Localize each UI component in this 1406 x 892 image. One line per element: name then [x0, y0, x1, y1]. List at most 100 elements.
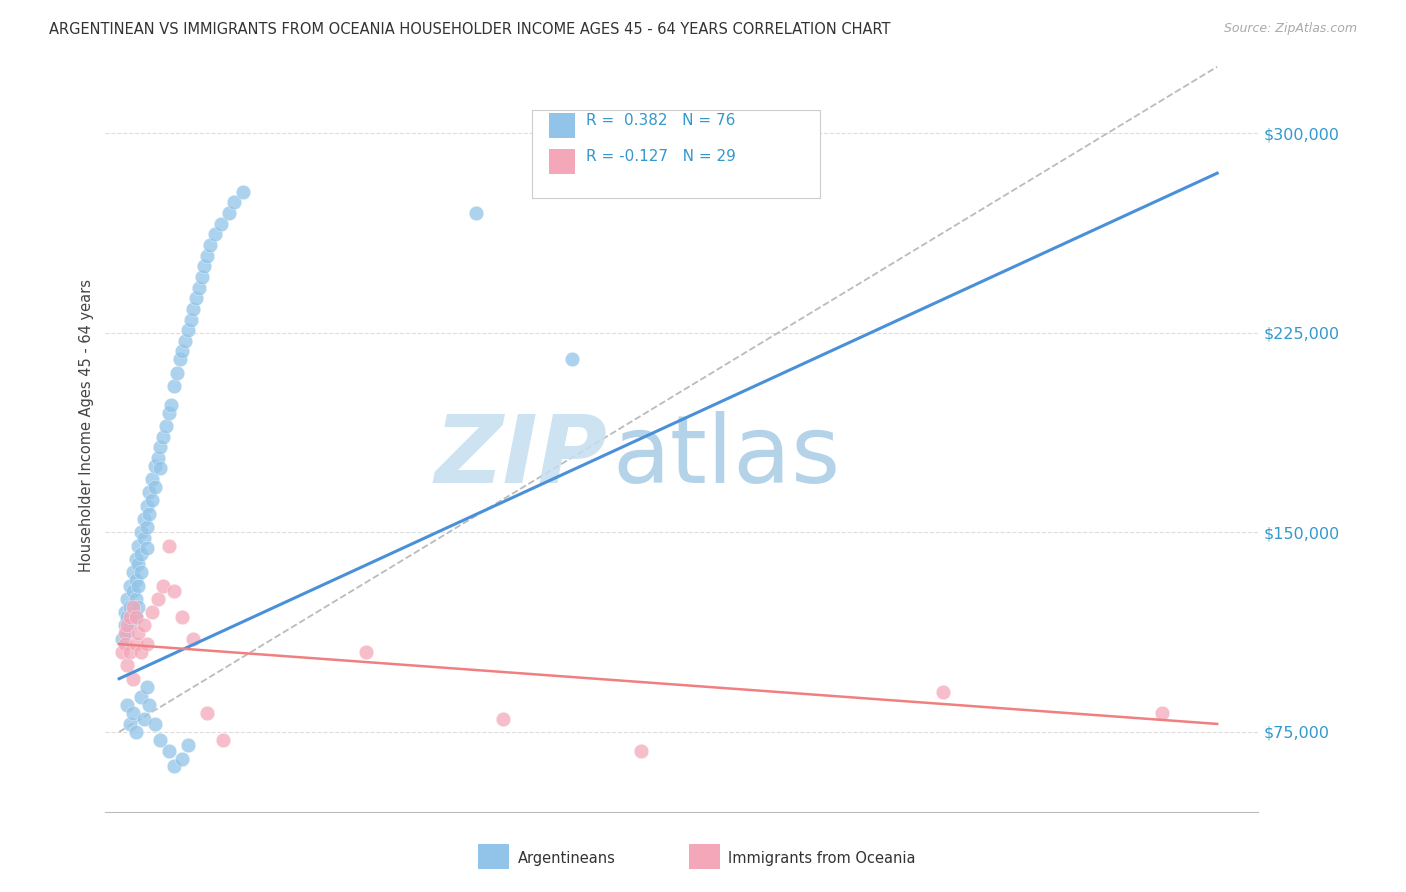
- Point: [163, 583, 186, 598]
- Point: [138, 698, 160, 713]
- Point: [124, 637, 146, 651]
- Point: [138, 507, 160, 521]
- Point: [117, 618, 139, 632]
- Point: [157, 539, 180, 553]
- Point: [232, 185, 254, 199]
- Point: [122, 706, 145, 721]
- Point: [117, 698, 139, 713]
- Text: Immigrants from Oceania: Immigrants from Oceania: [728, 851, 915, 865]
- Point: [190, 269, 212, 284]
- Point: [129, 525, 152, 540]
- Point: [143, 480, 166, 494]
- Point: [135, 499, 157, 513]
- Point: [157, 406, 180, 420]
- Point: [169, 352, 191, 367]
- Point: [193, 260, 215, 274]
- Y-axis label: Householder Income Ages 45 - 64 years: Householder Income Ages 45 - 64 years: [79, 279, 94, 573]
- Point: [163, 379, 186, 393]
- Text: R = -0.127   N = 29: R = -0.127 N = 29: [586, 149, 737, 164]
- Point: [141, 605, 163, 619]
- Point: [135, 680, 157, 694]
- Point: [117, 626, 139, 640]
- Point: [561, 352, 583, 367]
- Point: [184, 291, 207, 305]
- Point: [180, 312, 202, 326]
- Point: [149, 440, 172, 454]
- Point: [117, 658, 139, 673]
- Point: [114, 618, 136, 632]
- Point: [224, 195, 246, 210]
- Point: [181, 301, 204, 316]
- Point: [160, 398, 183, 412]
- Point: [212, 732, 235, 747]
- Point: [111, 632, 134, 646]
- Point: [132, 531, 155, 545]
- Point: [204, 227, 226, 242]
- Point: [124, 725, 146, 739]
- Point: [135, 520, 157, 534]
- Point: [152, 578, 174, 592]
- Point: [122, 566, 145, 580]
- Point: [129, 566, 152, 580]
- Point: [120, 717, 142, 731]
- Point: [163, 759, 186, 773]
- Point: [124, 610, 146, 624]
- Point: [177, 738, 200, 752]
- Point: [120, 578, 142, 592]
- Point: [117, 591, 139, 606]
- Point: [117, 610, 139, 624]
- Text: R =  0.382   N = 76: R = 0.382 N = 76: [586, 113, 735, 128]
- Text: ZIP: ZIP: [434, 411, 607, 503]
- Point: [124, 552, 146, 566]
- Point: [152, 429, 174, 443]
- Text: atlas: atlas: [613, 411, 841, 503]
- Point: [127, 539, 149, 553]
- Point: [124, 573, 146, 587]
- Point: [114, 626, 136, 640]
- Point: [143, 717, 166, 731]
- Point: [135, 541, 157, 556]
- Point: [174, 334, 197, 348]
- Bar: [550, 113, 575, 138]
- Point: [146, 450, 169, 465]
- Point: [149, 461, 172, 475]
- Point: [132, 618, 155, 632]
- Point: [122, 672, 145, 686]
- Point: [166, 366, 188, 380]
- Point: [122, 599, 145, 614]
- Text: Argentineans: Argentineans: [517, 851, 616, 865]
- Point: [218, 206, 240, 220]
- Point: [187, 280, 209, 294]
- Point: [138, 485, 160, 500]
- Point: [120, 645, 142, 659]
- Point: [1152, 706, 1174, 721]
- Point: [127, 558, 149, 572]
- Point: [141, 493, 163, 508]
- Point: [181, 632, 204, 646]
- Point: [195, 249, 218, 263]
- Point: [198, 238, 221, 252]
- Point: [122, 583, 145, 598]
- Point: [122, 605, 145, 619]
- Point: [157, 743, 180, 757]
- Point: [149, 732, 172, 747]
- Point: [120, 599, 142, 614]
- Point: [129, 547, 152, 561]
- Point: [931, 685, 953, 699]
- Point: [127, 578, 149, 592]
- Point: [143, 458, 166, 473]
- Point: [209, 217, 232, 231]
- Point: [155, 419, 177, 434]
- Point: [129, 645, 152, 659]
- Point: [465, 206, 488, 220]
- Point: [114, 605, 136, 619]
- Point: [354, 645, 377, 659]
- Point: [124, 591, 146, 606]
- Point: [111, 645, 134, 659]
- Point: [177, 323, 200, 337]
- Bar: [550, 149, 575, 174]
- Point: [141, 472, 163, 486]
- Point: [124, 610, 146, 624]
- FancyBboxPatch shape: [531, 110, 820, 198]
- Point: [127, 626, 149, 640]
